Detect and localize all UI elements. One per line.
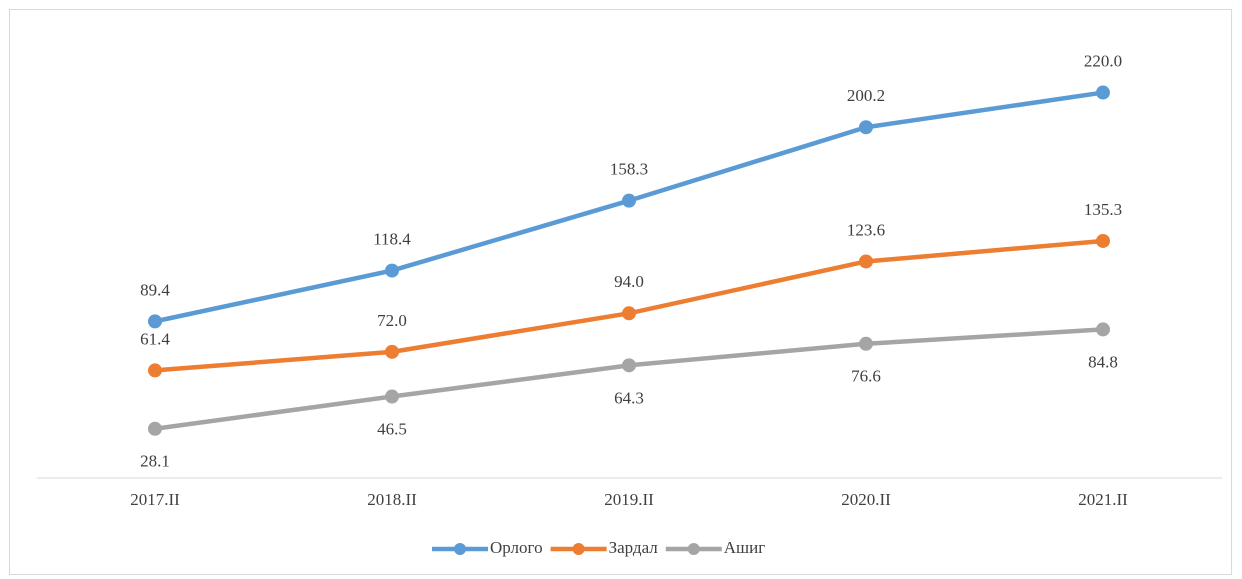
data-label: 118.4 xyxy=(373,229,411,248)
point xyxy=(859,336,873,351)
legend-label: Зардал xyxy=(609,538,659,557)
data-label: 94.0 xyxy=(614,272,644,291)
data-label: 28.1 xyxy=(140,452,170,471)
data-label: 158.3 xyxy=(610,160,648,179)
point xyxy=(385,344,399,359)
data-label: 220.0 xyxy=(1084,51,1122,70)
point xyxy=(859,120,873,135)
data-label: 123.6 xyxy=(847,220,885,239)
legend-marker xyxy=(572,543,585,555)
legend-marker xyxy=(687,543,700,555)
point xyxy=(148,421,162,436)
point xyxy=(1096,233,1110,248)
data-label: 200.2 xyxy=(847,86,885,105)
data-label: 61.4 xyxy=(140,329,170,348)
point xyxy=(622,358,636,373)
point xyxy=(622,193,636,208)
data-label: 84.8 xyxy=(1088,352,1118,371)
data-label: 76.6 xyxy=(851,367,881,386)
x-tick-label: 2020.II xyxy=(841,490,891,509)
data-label: 89.4 xyxy=(140,280,170,299)
point xyxy=(385,263,399,278)
point xyxy=(859,254,873,269)
legend-marker xyxy=(454,543,466,555)
data-label: 135.3 xyxy=(1084,200,1122,219)
point xyxy=(385,389,399,404)
point xyxy=(622,306,636,321)
x-tick-label: 2017.II xyxy=(130,490,180,509)
x-tick-label: 2018.II xyxy=(367,490,417,509)
data-label: 72.0 xyxy=(377,311,407,330)
point xyxy=(1096,322,1110,337)
legend-label: Ашиг xyxy=(724,538,765,557)
point xyxy=(148,314,162,329)
point xyxy=(148,363,162,378)
data-label: 64.3 xyxy=(614,388,644,407)
data-label: 46.5 xyxy=(377,419,407,438)
x-tick-label: 2021.II xyxy=(1078,490,1128,509)
x-tick-label: 2019.II xyxy=(604,490,654,509)
point xyxy=(1096,85,1110,100)
legend-label: Орлого xyxy=(490,538,543,557)
